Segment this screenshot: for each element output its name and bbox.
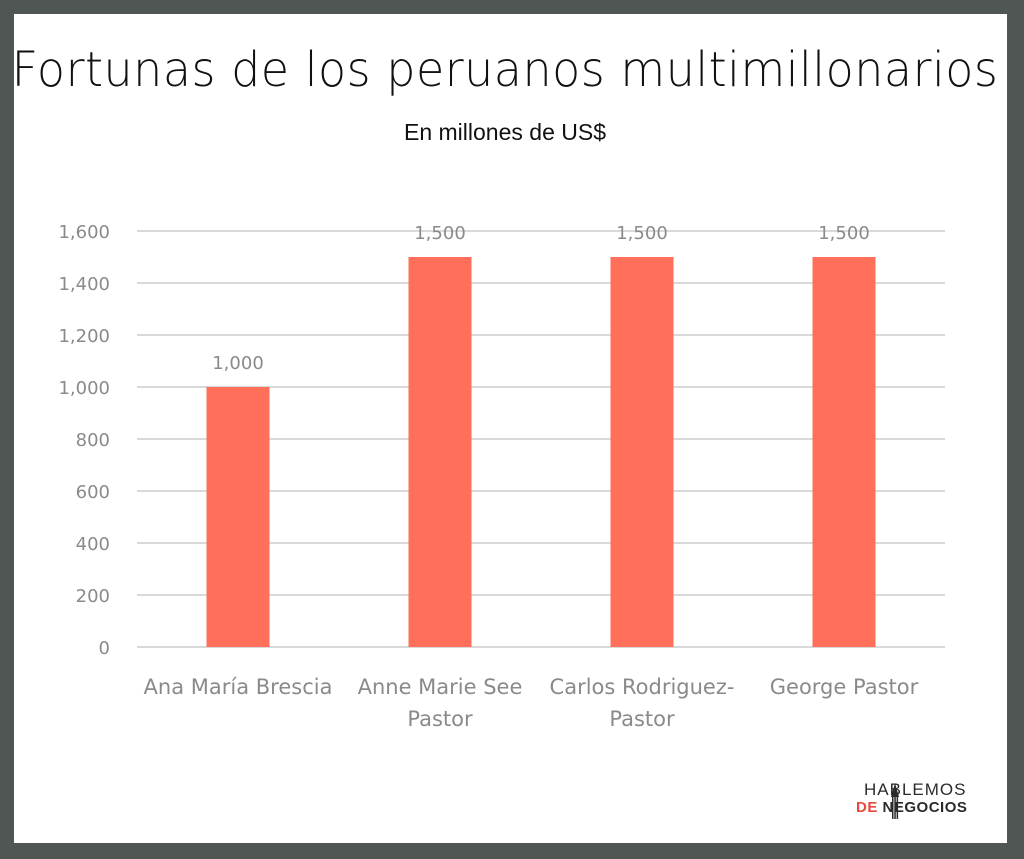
x-tick-label: Pastor [407,707,473,731]
y-tick-label: 1,600 [58,222,110,243]
bars [206,257,876,647]
x-tick-label: Carlos Rodriguez- [550,675,735,699]
data-label: 1,000 [212,353,264,374]
y-tick-label: 200 [76,586,110,607]
x-tick-label: Pastor [609,707,675,731]
y-tick-label: 0 [99,638,110,659]
chart-title: Fortunas de los peruanos multimillonario… [11,40,999,98]
y-tick-label: 1,400 [58,274,110,295]
bar [812,257,876,647]
logo-text-hablemos: HABLEMOS [864,780,967,799]
x-tick-label: Anne Marie See [358,675,523,699]
x-tick-label: Ana María Brescia [144,675,333,699]
bar [408,257,472,647]
value-labels: 1,000 1,500 1,500 1,500 [212,223,870,374]
bar [610,257,674,647]
chart-subtitle: En millones de US$ [404,119,606,145]
grid-lines [137,230,945,648]
y-tick-label: 400 [76,534,110,555]
y-tick-label: 600 [76,482,110,503]
y-tick-label: 1,000 [58,378,110,399]
logo-tower-icon [891,783,899,819]
data-label: 1,500 [818,223,870,244]
x-axis-labels: Ana María Brescia Anne Marie See Pastor Car… [144,675,919,731]
y-axis-ticks: 0 200 400 600 800 1,000 1,200 1,400 1,600 [58,222,110,659]
bar [206,387,270,647]
logo-text-negocios: NEGOCIOS [882,799,968,816]
y-tick-label: 800 [76,430,110,451]
logo-text-de-negocios: DE NEGOCIOS [856,799,967,816]
data-label: 1,500 [414,223,466,244]
data-label: 1,500 [616,223,668,244]
x-tick-label: George Pastor [770,675,919,699]
logo-text-de: DE [856,799,878,816]
brand-logo: HABLEMOS DE NEGOCIOS [846,780,1006,830]
y-tick-label: 1,200 [58,326,110,347]
